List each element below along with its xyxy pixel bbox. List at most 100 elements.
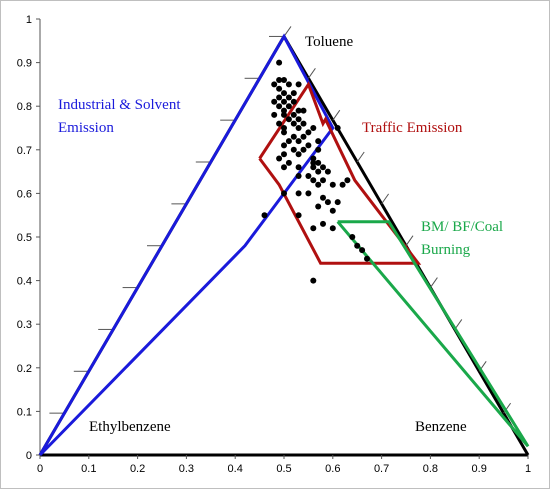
x-tick-label: 0.8 [423,463,438,475]
data-point [285,81,292,88]
data-point [310,155,317,162]
data-point [295,173,302,179]
data-point [276,103,283,110]
right-edge-tick [332,109,341,121]
data-point [271,81,278,88]
right-edge-tick [356,151,365,163]
data-point [295,125,302,131]
data-point [290,111,297,118]
region-label-bm-line-2: Burning [421,242,471,258]
x-tick-label: 0.4 [228,463,243,475]
y-tick-label: 0.4 [17,276,32,288]
right-edge-tick [405,235,414,247]
data-point [295,81,302,88]
data-point [285,138,292,145]
data-point [300,146,307,153]
region-bm-bf-coal-burning [336,220,530,448]
data-point [290,98,297,105]
vertex-label-ethylbenzene: Ethylbenzene [89,419,171,435]
data-point [281,111,287,118]
data-point [295,190,302,197]
y-tick-label: 0.2 [17,363,32,375]
data-point [285,94,292,101]
data-point [276,85,283,92]
region-label-bm-line-1: BM/ BF/Coal [421,219,503,235]
data-point [320,177,326,184]
data-point [285,103,292,110]
data-point [261,212,268,219]
data-point [315,203,322,210]
vertex-label-toluene: Toluene [305,34,353,50]
data-point [329,225,336,232]
data-point [310,277,317,284]
data-point [300,107,307,114]
data-point [281,125,287,131]
data-point [310,159,317,166]
data-point [334,199,341,206]
data-point [315,159,322,166]
data-point [276,155,283,162]
data-point [285,116,292,123]
data-point [295,107,302,114]
data-point [295,212,302,219]
data-point [290,90,297,97]
region-traffic-emission [258,81,422,265]
data-point [359,247,366,254]
data-point [305,190,312,197]
x-tick-label: 0 [37,463,43,475]
data-point [310,125,317,131]
data-point [281,190,287,197]
data-point [315,146,322,153]
x-tick-label: 0.6 [325,463,340,475]
data-point [324,168,331,175]
data-point [295,164,302,171]
data-point [315,181,322,188]
y-tick-label: 0.9 [17,58,32,70]
data-point [276,77,283,83]
data-point [334,125,341,131]
data-point [310,177,317,184]
data-points [261,59,370,284]
data-point [310,225,317,232]
data-point [305,173,312,179]
x-tick-label: 0.5 [276,463,291,475]
data-point [354,242,361,249]
data-point [276,94,283,101]
data-point [315,168,322,175]
data-point [339,181,346,188]
chart-labels: Toluene Ethylbenzene Benzene Industrial … [58,34,503,435]
x-tick-label: 0.9 [472,463,487,475]
y-tick-label: 0.1 [17,406,32,418]
data-point [281,142,287,149]
y-tick-label: 0.3 [17,319,32,331]
right-edge-tick [283,26,292,37]
y-tick-label: 0.5 [17,232,32,244]
x-tick-label: 0.2 [130,463,145,475]
data-point [295,151,302,158]
y-tick-label: 0 [26,450,32,462]
data-point [320,194,326,201]
region-label-industrial-line-1: Industrial & Solvent [58,97,181,113]
region-industrial-solvent-emission [38,33,335,457]
data-point [290,133,297,140]
x-tick-label: 0.3 [179,463,194,475]
data-point [281,77,287,83]
data-point [276,59,283,66]
data-point [276,120,283,127]
y-tick-label: 1 [26,14,32,26]
data-point [295,116,302,123]
data-point [324,199,331,206]
right-edge-tick [381,193,390,205]
y-tick-label: 0.6 [17,188,32,200]
data-point [300,120,307,127]
x-tick-label: 0.1 [81,463,96,475]
region-label-industrial-line-2: Emission [58,120,114,136]
data-point [344,177,351,184]
data-point [281,98,287,105]
data-point [305,129,312,136]
x-tick-label: 1 [525,463,531,475]
data-point [329,181,336,188]
data-point [305,142,312,149]
data-point [315,138,322,145]
